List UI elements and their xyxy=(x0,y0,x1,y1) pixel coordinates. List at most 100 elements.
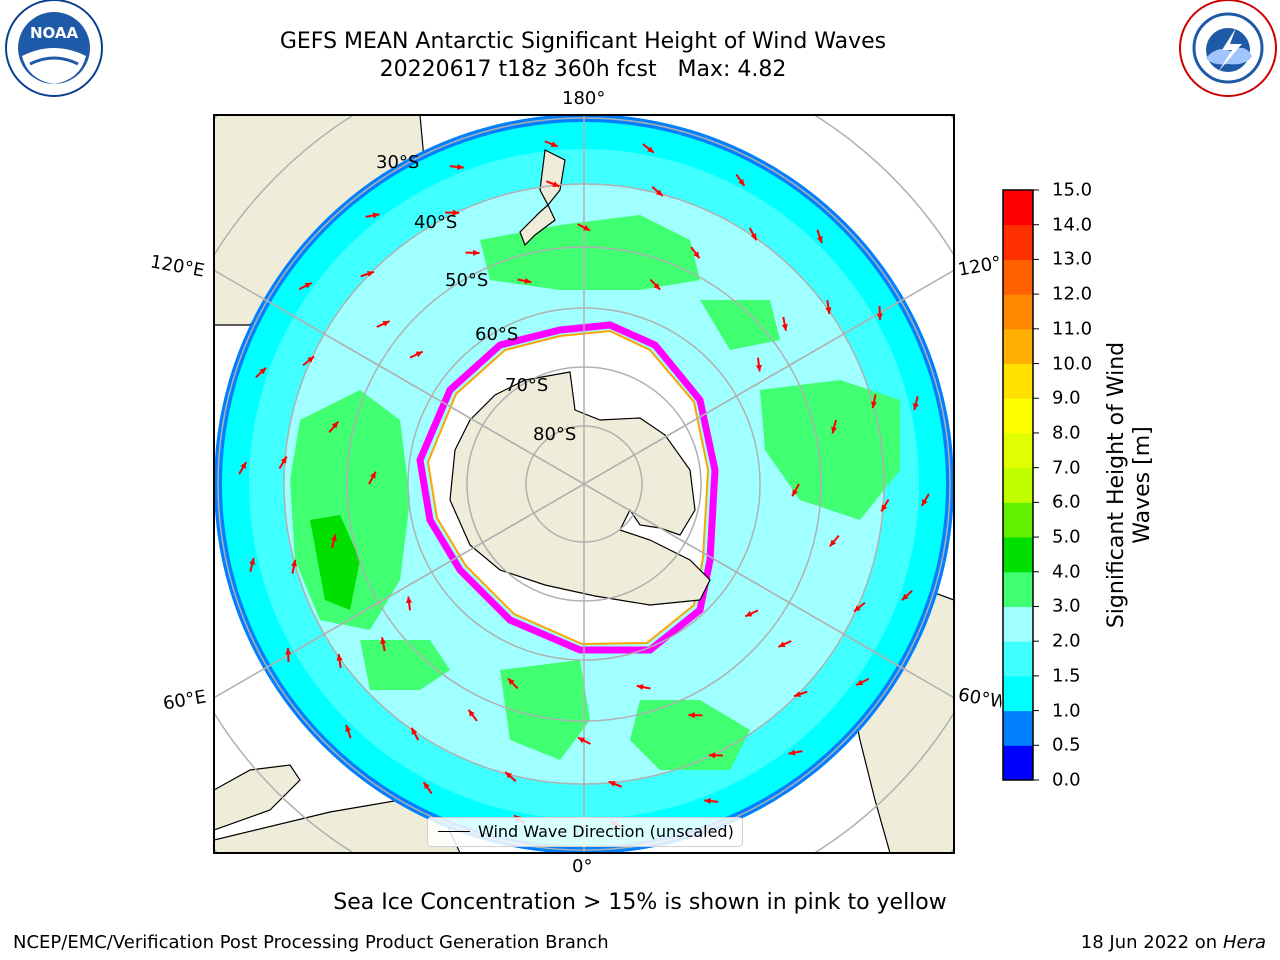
wind-wave-arrow-head xyxy=(636,684,644,691)
footer-credit: NCEP/EMC/Verification Post Processing Pr… xyxy=(13,932,609,953)
colorbar-segment xyxy=(1003,363,1033,399)
wind-wave-arrow-head xyxy=(336,654,343,661)
colorbar-tick-label: 5.0 xyxy=(1052,526,1081,548)
noaa-logo-text: NOAA xyxy=(30,24,79,42)
noaa-logo: NOAA xyxy=(5,0,103,97)
wind-wave-arrow-head xyxy=(912,403,919,410)
sea-ice-caption: Sea Ice Concentration > 15% is shown in … xyxy=(333,890,947,915)
wind-wave-arrow-head xyxy=(505,771,513,779)
wind-wave-arrow-head xyxy=(608,781,616,787)
wind-wave-arrow-head xyxy=(738,178,745,186)
wind-wave-arrow-head xyxy=(457,163,464,170)
wind-wave-arrow-head xyxy=(285,648,292,655)
colorbar-segment xyxy=(1003,710,1033,746)
nws-logo xyxy=(1179,0,1277,97)
map-legend: Wind Wave Direction (unscaled) xyxy=(427,817,743,847)
wind-wave-arrow-head xyxy=(304,282,312,289)
colorbar-tick-label: 1.5 xyxy=(1052,665,1081,687)
colorbar-segment xyxy=(1003,294,1033,330)
wave-height-patch-high xyxy=(310,515,360,610)
wind-wave-arrow-head xyxy=(468,709,475,717)
new-zealand-land xyxy=(519,149,566,247)
wind-wave-arrow-head xyxy=(745,610,753,617)
wind-wave-arrow-head xyxy=(249,558,256,565)
wind-wave-arrow-head xyxy=(330,534,337,542)
colorbar-label-text: Significant Height of Wind Waves [m] xyxy=(1104,341,1155,629)
footer-date-text: 18 Jun 2022 on xyxy=(1080,932,1218,953)
title-line-2: 20220617 t18z 360h fcst Max: 4.82 xyxy=(379,57,787,82)
legend-line-sample xyxy=(438,831,470,832)
wind-wave-arrow-head xyxy=(788,749,796,756)
title-line-1: GEFS MEAN Antarctic Significant Height o… xyxy=(279,29,887,54)
wind-wave-arrow-head xyxy=(259,367,267,375)
wind-wave-arrow-head xyxy=(331,421,339,429)
colorbar-tick-label: 3.0 xyxy=(1052,595,1081,617)
colorbar-segment xyxy=(1003,745,1033,781)
wave-height-patch xyxy=(500,660,590,760)
wind-wave-arrow-head xyxy=(345,724,352,732)
wind-wave-arrow-head xyxy=(552,181,560,187)
wind-wave-arrow-head xyxy=(825,307,832,314)
colorbar-tick-label: 10.0 xyxy=(1052,353,1093,375)
africa-land xyxy=(214,764,301,831)
wind-wave-arrow-head xyxy=(415,351,423,358)
wind-wave-arrow-head xyxy=(550,141,558,147)
wind-wave-arrow-head xyxy=(853,605,861,612)
wave-height-patch xyxy=(760,380,900,520)
colorbar-segment xyxy=(1003,224,1033,260)
colorbar-segment xyxy=(1003,502,1033,538)
wind-wave-arrow-head xyxy=(871,401,877,409)
wind-wave-arrow-head xyxy=(755,364,762,372)
wind-wave-arrow-head xyxy=(778,641,786,648)
colorbar-tick-label: 0.5 xyxy=(1052,734,1081,756)
colorbar-segment xyxy=(1003,467,1033,503)
colorbar-segment xyxy=(1003,328,1033,365)
wind-wave-arrow-head xyxy=(380,637,387,645)
wind-wave-arrow-head xyxy=(881,504,888,512)
colorbar-tick-label: 6.0 xyxy=(1052,491,1081,513)
wind-wave-arrow-head xyxy=(831,426,838,434)
colorbar-segment xyxy=(1003,675,1033,712)
wave-height-patch xyxy=(630,700,750,770)
latitude-label-60s: 60°S xyxy=(475,324,519,345)
colorbar-tick-label: 11.0 xyxy=(1052,318,1093,340)
wind-wave-arrow-head xyxy=(411,727,418,735)
wave-height-patch xyxy=(700,300,780,350)
map-frame xyxy=(213,114,955,854)
wind-wave-arrow-head xyxy=(921,499,928,507)
colorbar-segment xyxy=(1003,398,1033,434)
colorbar-segment xyxy=(1003,537,1033,573)
colorbar-tick-label: 2.0 xyxy=(1052,630,1081,652)
wind-wave-arrow-head xyxy=(291,559,297,567)
colorbar-tick-label: 7.0 xyxy=(1052,457,1081,479)
wind-wave-arrow-head xyxy=(688,712,695,719)
colorbar-tick-label: 12.0 xyxy=(1052,283,1093,305)
colorbar-segment xyxy=(1003,571,1033,607)
wind-wave-arrow-head xyxy=(750,233,757,241)
colorbar-segment xyxy=(1003,432,1033,469)
wind-wave-arrow-head xyxy=(577,737,585,744)
wind-wave-arrow-head xyxy=(382,320,390,327)
wind-wave-arrow-head xyxy=(423,782,430,790)
colorbar-label: Significant Height of Wind Waves [m] xyxy=(1104,335,1156,635)
wind-wave-arrow-head xyxy=(366,270,374,277)
latitude-label-70s: 70°S xyxy=(505,375,549,396)
wind-wave-arrow-head xyxy=(406,596,413,604)
wind-wave-arrow-head xyxy=(708,752,716,759)
wind-wave-arrow-head xyxy=(370,471,376,479)
latitude-label-80s: 80°S xyxy=(533,424,577,445)
wind-wave-arrow-head xyxy=(473,249,480,256)
wind-wave-arrow-head xyxy=(655,189,663,197)
colorbar-tick-label: 15.0 xyxy=(1052,179,1093,201)
wind-wave-arrow-head xyxy=(792,489,798,497)
colorbar-tick-label: 13.0 xyxy=(1052,248,1093,270)
colorbar-tick-label: 4.0 xyxy=(1052,561,1081,583)
colorbar-segment xyxy=(1003,606,1033,642)
legend-label: Wind Wave Direction (unscaled) xyxy=(478,822,734,841)
wind-wave-arrow-head xyxy=(507,678,515,685)
latitude-label-40s: 40°S xyxy=(414,212,458,233)
colorbar-tick-label: 1.0 xyxy=(1052,700,1081,722)
wind-wave-arrow-head xyxy=(240,461,247,469)
wind-wave-arrow-head xyxy=(372,212,380,219)
